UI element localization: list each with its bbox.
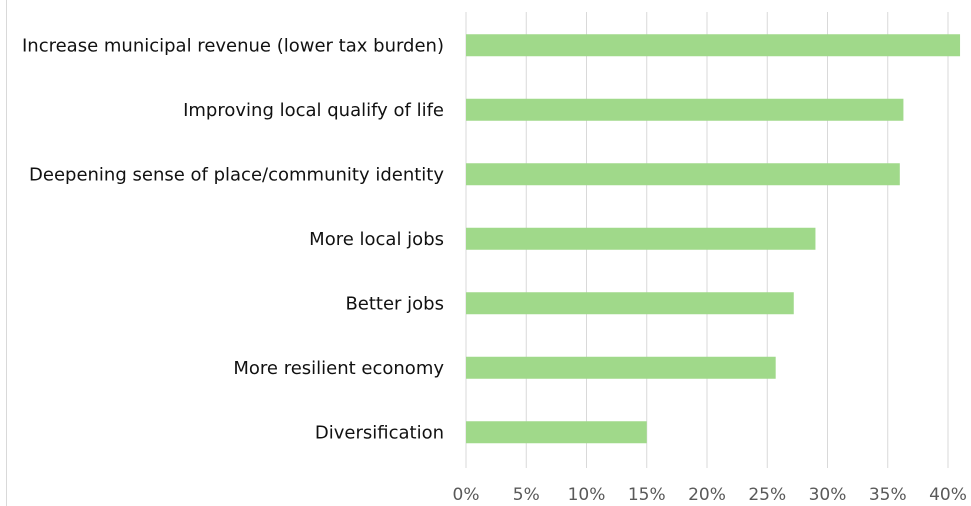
bar <box>466 34 961 57</box>
category-label: Diversification <box>315 422 444 443</box>
bar <box>466 227 816 250</box>
x-tick-label: 20% <box>688 485 726 505</box>
category-label: Better jobs <box>345 293 444 314</box>
x-axis-tick-labels: 0% 5% 10% 15% 20% 25% 30% 35% 40% <box>453 485 967 505</box>
x-tick-label: 15% <box>628 485 666 505</box>
x-tick-label: 0% <box>453 485 480 505</box>
x-tick-label: 35% <box>869 485 907 505</box>
bar <box>466 163 900 186</box>
bar <box>466 356 776 379</box>
bars <box>466 34 961 444</box>
x-tick-label: 5% <box>513 485 540 505</box>
category-label: More resilient economy <box>233 358 444 379</box>
frame-border <box>6 0 7 506</box>
grid-lines <box>465 12 949 468</box>
category-label: More local jobs <box>309 229 444 250</box>
bar <box>466 98 904 121</box>
bar <box>466 292 794 315</box>
x-tick-label: 25% <box>748 485 786 505</box>
bar <box>466 421 647 444</box>
category-label: Improving local qualify of life <box>183 100 444 121</box>
x-tick-label: 10% <box>568 485 606 505</box>
category-labels: Increase municipal revenue (lower tax bu… <box>22 35 444 443</box>
x-tick-label: 40% <box>929 485 967 505</box>
category-label: Deepening sense of place/community ident… <box>29 164 444 185</box>
x-tick-label: 30% <box>809 485 847 505</box>
category-label: Increase municipal revenue (lower tax bu… <box>22 35 444 56</box>
